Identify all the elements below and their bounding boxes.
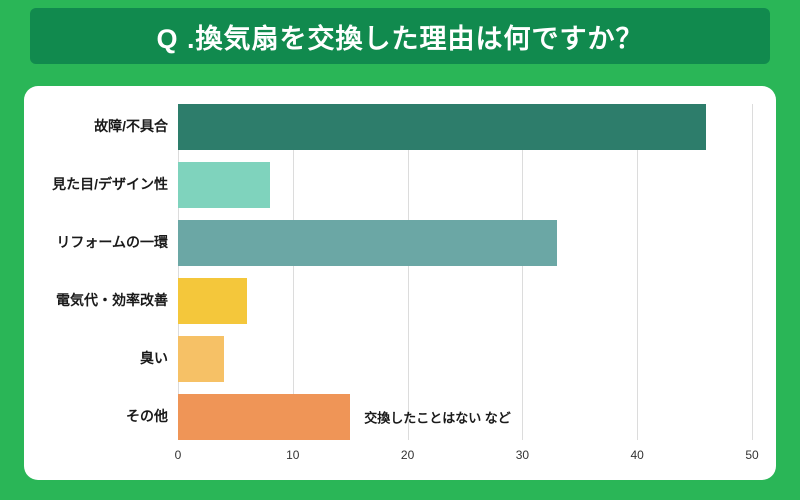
chart-row: その他 交換したことはない など — [32, 394, 752, 440]
page-title: Q .換気扇を交換した理由は何ですか？ — [156, 23, 644, 54]
bar-track — [178, 220, 752, 266]
bar — [178, 104, 707, 150]
bar-track: 交換したことはない など — [178, 394, 752, 440]
bar-annotation: 交換したことはない など — [364, 410, 511, 426]
gridline — [407, 104, 409, 440]
x-tick-label: 10 — [286, 448, 300, 462]
bar-track — [178, 336, 752, 382]
bar — [178, 278, 247, 324]
gridline — [752, 104, 753, 440]
x-tick-label: 20 — [400, 448, 415, 462]
gridline — [637, 104, 639, 440]
bar — [178, 220, 557, 266]
chart-row: 見た目/デザイン性 — [32, 162, 752, 208]
category-label: 臭い — [140, 350, 168, 367]
gridline — [522, 104, 524, 440]
category-label: 見た目/デザイン性 — [52, 176, 168, 193]
category-label: リフォームの一環 — [56, 234, 168, 251]
gridline — [292, 104, 294, 440]
x-tick-label: 0 — [174, 448, 182, 462]
x-axis: 0 10 20 30 40 50 — [174, 448, 759, 466]
page: { "header": { "title": "Q .換気扇を交換した理由は何で… — [0, 8, 800, 500]
bar-track — [178, 104, 752, 150]
chart-card: 故障/不具合見た目/デザイン性 リフォームの一環 電気代・効率改善臭いその他 交換した… — [24, 86, 776, 480]
x-tick-label: 50 — [745, 448, 759, 462]
chart-row: 電気代・効率改善 — [32, 278, 752, 324]
x-tick-label: 30 — [515, 448, 530, 462]
chart-row: リフォームの一環 — [32, 220, 752, 266]
gridlines — [178, 104, 753, 440]
bar — [178, 336, 224, 382]
header-banner: Q .換気扇を交換した理由は何ですか？ — [30, 8, 770, 64]
gridline — [178, 104, 179, 440]
chart-rows: 故障/不具合見た目/デザイン性 リフォームの一環 電気代・効率改善臭いその他 交換した… — [32, 104, 752, 440]
bar — [178, 162, 270, 208]
chart-row: 臭い — [32, 336, 752, 382]
bar-track — [178, 278, 752, 324]
bar-track — [178, 162, 752, 208]
category-label: その他 — [126, 408, 168, 425]
x-tick-label: 40 — [630, 448, 644, 462]
bar — [178, 394, 351, 440]
category-label: 故障/不具合 — [94, 118, 168, 135]
chart-row: 故障/不具合 — [32, 104, 752, 150]
bar-chart: 故障/不具合見た目/デザイン性 リフォームの一環 電気代・効率改善臭いその他 交換した… — [32, 104, 753, 440]
category-label: 電気代・効率改善 — [56, 292, 168, 309]
